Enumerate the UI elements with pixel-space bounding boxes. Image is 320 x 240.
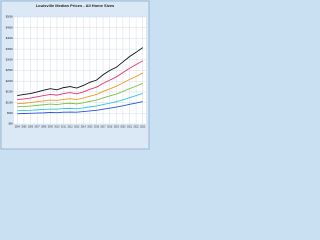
x-tick-label: 2014 [81,127,87,129]
x-tick-label: 2021 [127,127,133,129]
x-tick-label: 2004 [15,127,21,129]
y-tick-label: $50K [7,112,13,115]
x-tick-label: 2019 [114,127,120,129]
y-tick-label: $300K [6,58,14,61]
series-line [17,92,143,112]
x-tick-label: 2013 [74,127,80,129]
x-tick-label: 2009 [48,127,54,129]
series-line [17,60,143,101]
x-tick-label: 2010 [54,127,60,129]
y-tick-label: $250K [6,69,14,72]
y-tick-label: $350K [6,48,14,51]
series-line [17,82,143,108]
x-tick-label: 2005 [21,127,27,129]
y-tick-label: $500K [6,16,14,19]
y-tick-label: $150K [6,91,14,94]
x-tick-label: 2008 [41,127,47,129]
chart: Louisville Median Prices - All Home Size… [0,0,150,150]
series-line [17,47,143,96]
x-tick-label: 2015 [87,127,93,129]
x-tick-label: 2022 [134,127,140,129]
x-tick-label: 2007 [35,127,41,129]
y-tick-label: $100K [6,101,14,104]
x-tick-label: 2016 [94,127,100,129]
chart-title: Louisville Median Prices - All Home Size… [36,3,115,8]
y-tick-label: $0K [9,123,14,126]
y-tick-label: $200K [6,80,14,83]
series-line [17,101,143,115]
x-tick-label: 2006 [28,127,34,129]
x-tick-label: 2023 [140,127,146,129]
x-tick-label: 2017 [101,127,107,129]
x-tick-label: 2020 [120,127,126,129]
y-tick-label: $450K [6,26,14,29]
x-tick-label: 2012 [68,127,74,129]
y-tick-label: $400K [6,37,14,40]
x-tick-label: 2011 [61,127,67,129]
series-line [17,72,143,105]
x-tick-label: 2018 [107,127,113,129]
